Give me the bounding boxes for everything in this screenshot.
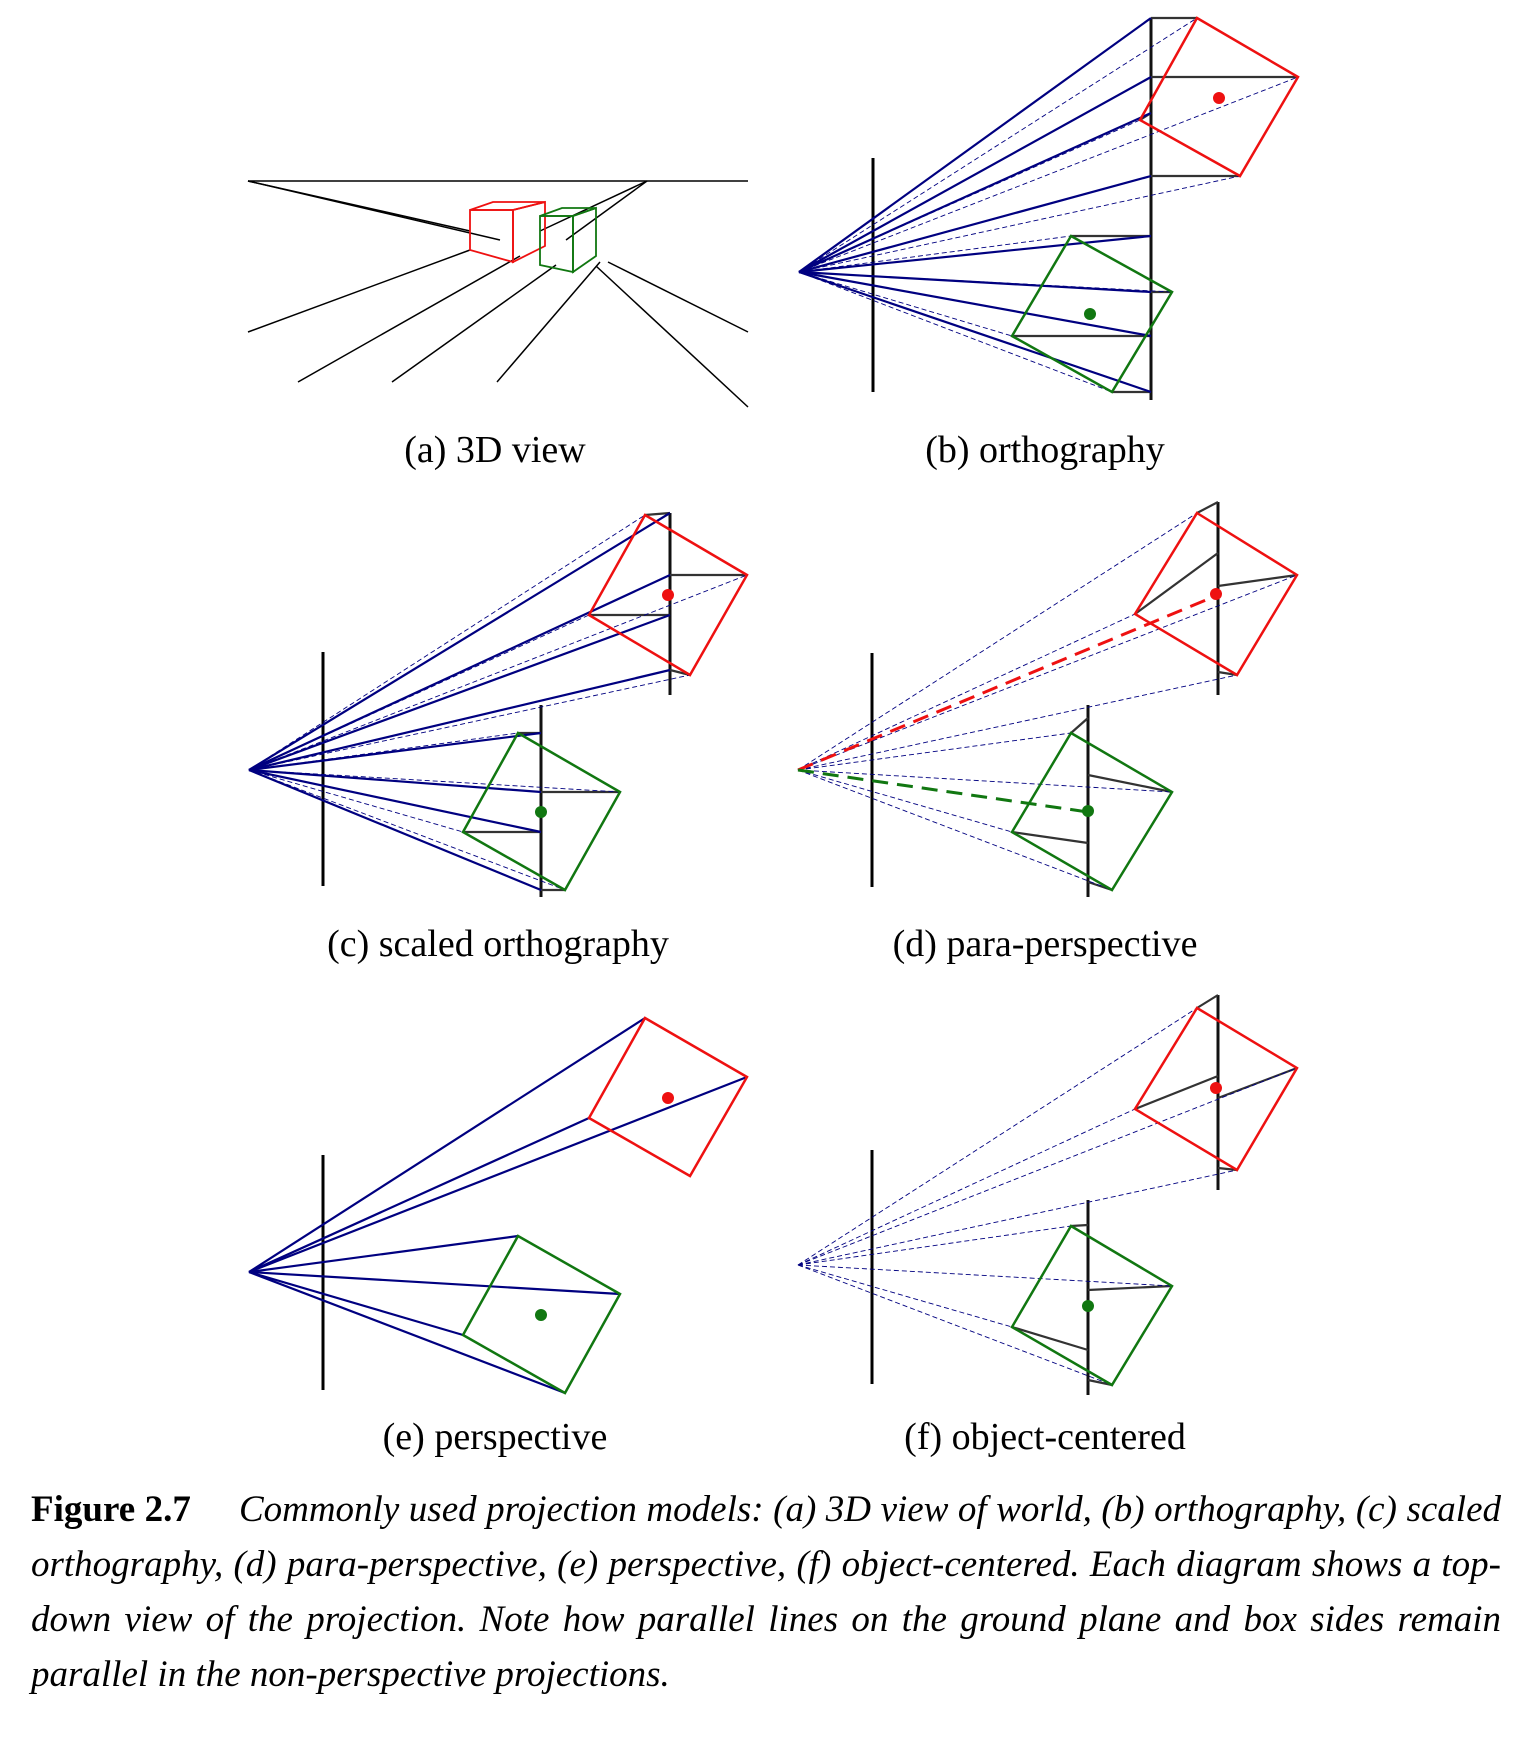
subcaption-e: (e) perspective xyxy=(382,1416,608,1458)
red-box xyxy=(1133,511,1299,677)
ground-lines xyxy=(247,180,749,408)
red-center-dot xyxy=(1210,1082,1222,1094)
caption-text: Commonly used projection models: (a) 3D … xyxy=(31,1489,1501,1695)
green-box xyxy=(461,1234,622,1395)
green-center-dot xyxy=(1082,805,1094,817)
green-center-dot xyxy=(1082,1300,1094,1312)
figure-number: Figure 2.7 xyxy=(31,1489,191,1530)
green-box xyxy=(461,731,622,892)
green-center-dot xyxy=(535,806,547,818)
green-center-dot xyxy=(535,1309,547,1321)
green-box xyxy=(1010,731,1174,892)
subcaption-d: (d) para-perspective xyxy=(892,923,1198,965)
figure-caption: Figure 2.7 Commonly used projection model… xyxy=(31,1482,1501,1702)
projection-diagrams xyxy=(247,16,1300,1395)
green-cube xyxy=(539,206,597,274)
panel-orthography xyxy=(798,16,1300,400)
panel-perspective xyxy=(248,1016,749,1395)
red-cube xyxy=(469,200,546,264)
panel-scaled-orthography xyxy=(248,511,749,897)
red-center-dot xyxy=(662,589,674,601)
panel-3d-view xyxy=(247,180,749,408)
panel-para-perspective xyxy=(797,501,1299,897)
panel-object-centered xyxy=(797,994,1299,1395)
subcaption-c: (c) scaled orthography xyxy=(327,923,669,965)
red-center-dot xyxy=(1213,92,1225,104)
subcaption-f: (f) object-centered xyxy=(904,1416,1186,1458)
subcaption-b: (b) orthography xyxy=(925,429,1165,471)
green-box xyxy=(1010,1224,1174,1387)
green-center-dot xyxy=(1084,308,1096,320)
red-box xyxy=(587,1016,749,1178)
red-center-ray xyxy=(797,593,1219,772)
red-center-dot xyxy=(662,1092,674,1104)
red-box xyxy=(1133,1006,1299,1172)
red-center-dot xyxy=(1210,588,1222,600)
red-box xyxy=(1138,16,1300,178)
subcaption-a: (a) 3D view xyxy=(404,429,586,471)
green-box xyxy=(1010,234,1174,394)
red-box xyxy=(587,513,749,677)
